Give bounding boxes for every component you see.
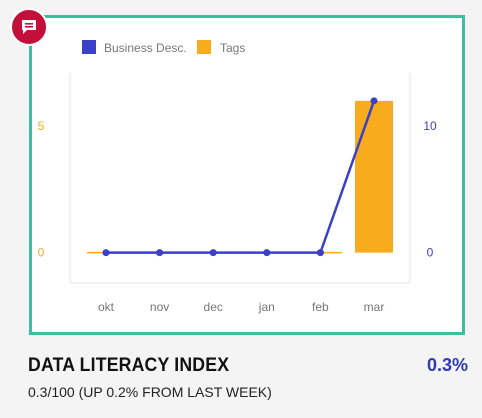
legend-swatch-business-desc <box>82 40 96 54</box>
right-tick-0: 0 <box>427 246 434 260</box>
chart: Business Desc. Tags okt nov dec jan feb mar 0 5… <box>38 40 437 314</box>
left-tick-0: 0 <box>38 246 45 260</box>
index-value: 0.3% <box>426 355 468 375</box>
x-tick-okt: okt <box>98 300 115 314</box>
legend-swatch-tags <box>197 40 211 54</box>
legend: Business Desc. Tags <box>82 40 245 55</box>
point-jan <box>263 249 271 257</box>
comment-button[interactable] <box>10 8 48 46</box>
point-dec <box>209 249 217 257</box>
x-tick-jan: jan <box>258 300 275 314</box>
point-mar <box>370 97 378 105</box>
index-title: DATA LITERACY INDEX <box>28 355 230 376</box>
legend-label-business-desc: Business Desc. <box>104 41 187 55</box>
left-tick-5: 5 <box>38 119 45 133</box>
point-okt <box>102 249 110 257</box>
comment-icon <box>22 20 36 34</box>
right-tick-10: 10 <box>423 119 437 133</box>
index-subtitle: 0.3/100 (UP 0.2% FROM LAST WEEK) <box>28 384 272 400</box>
x-tick-mar: mar <box>364 300 385 314</box>
x-tick-nov: nov <box>150 300 169 314</box>
point-nov <box>156 249 164 257</box>
line-business-desc <box>106 100 376 254</box>
x-tick-dec: dec <box>204 300 223 314</box>
x-tick-feb: feb <box>312 300 329 314</box>
legend-label-tags: Tags <box>220 41 245 55</box>
point-feb <box>316 249 324 257</box>
bar-mar <box>355 100 393 253</box>
chart-marks: okt nov dec jan feb mar 0 5 0 10 <box>38 97 437 314</box>
